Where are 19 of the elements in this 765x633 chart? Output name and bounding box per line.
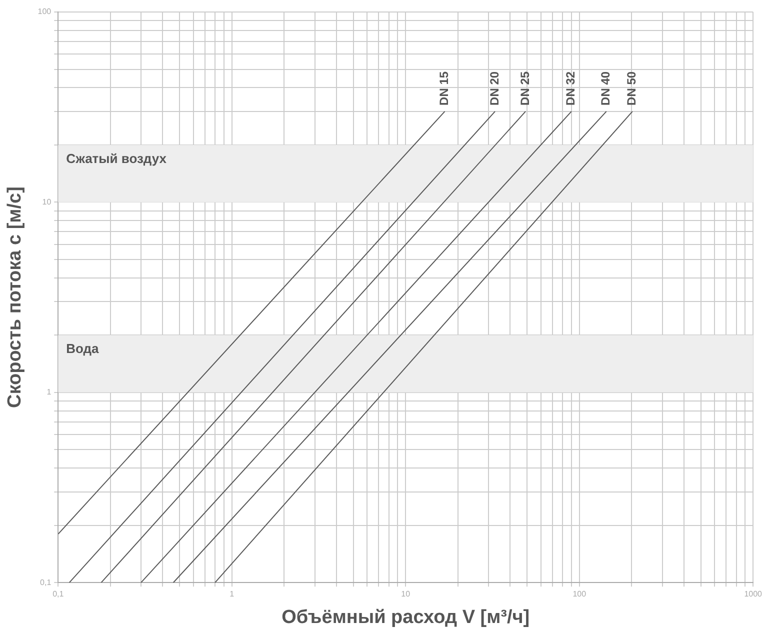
y-axis-title: Скорость потока с [м/с]	[4, 186, 26, 408]
band-label: Сжатый воздух	[66, 151, 168, 166]
text: DN 50	[624, 71, 639, 106]
text: DN 15	[437, 71, 452, 106]
x-tick-label: 0,1	[52, 590, 64, 599]
x-tick-label: 10	[401, 590, 411, 599]
text: DN 20	[487, 71, 502, 106]
x-axis-title: Объёмный расход V [м³/ч]	[282, 606, 530, 628]
text: DN 40	[598, 71, 613, 106]
x-tick-label: 100	[572, 590, 587, 599]
y-tick-label: 1	[46, 388, 52, 397]
y-tick-label: 100	[38, 7, 52, 16]
band-label: Вода	[66, 341, 100, 356]
text: DN 25	[518, 71, 532, 106]
y-tick-label: 10	[42, 197, 52, 206]
y-tick-label: 0,1	[40, 578, 52, 587]
x-tick-label: 1000	[744, 590, 763, 599]
x-tick-label: 1	[230, 590, 235, 599]
text: DN 32	[564, 71, 578, 106]
